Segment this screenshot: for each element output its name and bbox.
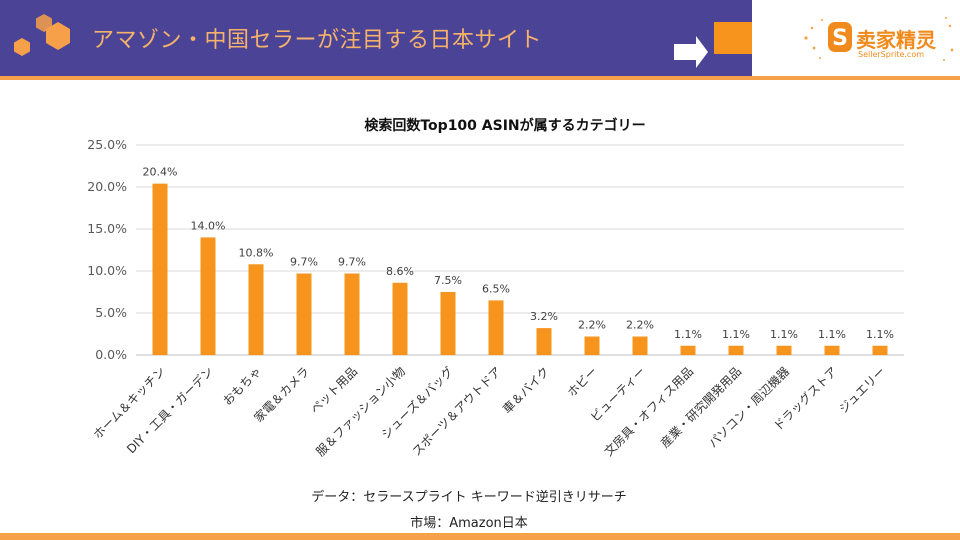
bar	[680, 345, 696, 355]
bar	[488, 300, 504, 355]
bar	[392, 282, 408, 355]
data-label: 1.1%	[866, 328, 894, 341]
source-note: データ：セラースプライト キーワード逆引きリサーチ	[311, 490, 627, 505]
bar	[728, 345, 744, 355]
data-label: 8.6%	[386, 265, 414, 278]
logo-url: SellerSprite.com	[858, 50, 925, 59]
market-note: 市場：Amazon日本	[410, 516, 528, 531]
x-tick-label: ペット用品	[308, 364, 360, 416]
header-stripe	[0, 76, 960, 80]
x-tick-label: 文房具・オフィス用品	[601, 364, 696, 459]
data-label: 7.5%	[434, 274, 462, 287]
x-tick-label: スポーツ＆アウトドア	[410, 364, 505, 459]
bar	[584, 336, 600, 355]
x-tick-label: 服＆ファッション小物	[313, 364, 408, 459]
y-tick-label: 10.0%	[87, 263, 127, 278]
data-label: 2.2%	[626, 319, 654, 332]
data-label: 14.0%	[191, 219, 226, 232]
data-label: 9.7%	[338, 256, 366, 269]
y-tick-label: 15.0%	[87, 221, 127, 236]
logo-panel	[752, 0, 960, 76]
data-label: 20.4%	[143, 166, 178, 179]
bar	[824, 345, 840, 355]
bar	[344, 273, 360, 355]
footer-bar	[0, 533, 960, 540]
bar	[152, 183, 168, 355]
x-tick-label: ホビー	[565, 364, 600, 399]
x-tick-label: 産業・研究開発用品	[657, 364, 744, 451]
bar	[776, 345, 792, 355]
chart-title: 検索回数Top100 ASINが属するカテゴリー	[364, 118, 646, 134]
y-tick-label: 25.0%	[87, 137, 127, 152]
data-label: 9.7%	[290, 256, 318, 269]
logo-text: 卖家精灵	[856, 28, 936, 52]
y-tick-label: 5.0%	[95, 305, 127, 320]
data-label: 3.2%	[530, 310, 558, 323]
bar	[296, 273, 312, 355]
y-tick-label: 0.0%	[95, 347, 127, 362]
page-title: アマゾン・中国セラーが注目する日本サイト	[92, 28, 543, 53]
x-tick-label: 車＆バイク	[500, 364, 552, 416]
bar	[248, 264, 264, 355]
bar	[440, 292, 456, 355]
bar	[200, 237, 216, 355]
data-label: 1.1%	[722, 328, 750, 341]
x-tick-label: おもちゃ	[220, 364, 264, 408]
data-label: 1.1%	[818, 328, 846, 341]
bar	[872, 345, 888, 355]
data-label: 10.8%	[239, 246, 274, 259]
data-label: 1.1%	[770, 328, 798, 341]
data-label: 2.2%	[578, 319, 606, 332]
x-tick-label: パソコン・周辺機器	[705, 364, 792, 451]
bar	[632, 336, 648, 355]
y-tick-label: 20.0%	[87, 179, 127, 194]
x-tick-label: ジュエリー	[836, 364, 888, 416]
data-label: 6.5%	[482, 282, 510, 295]
x-tick-label: DIY・工具・ガーデン	[123, 364, 216, 457]
sellersprite-logo-icon: S	[804, 17, 954, 61]
bar	[536, 328, 552, 355]
hexagon-decoration-icon	[14, 14, 70, 56]
data-label: 1.1%	[674, 328, 702, 341]
svg-text:S: S	[832, 26, 848, 51]
